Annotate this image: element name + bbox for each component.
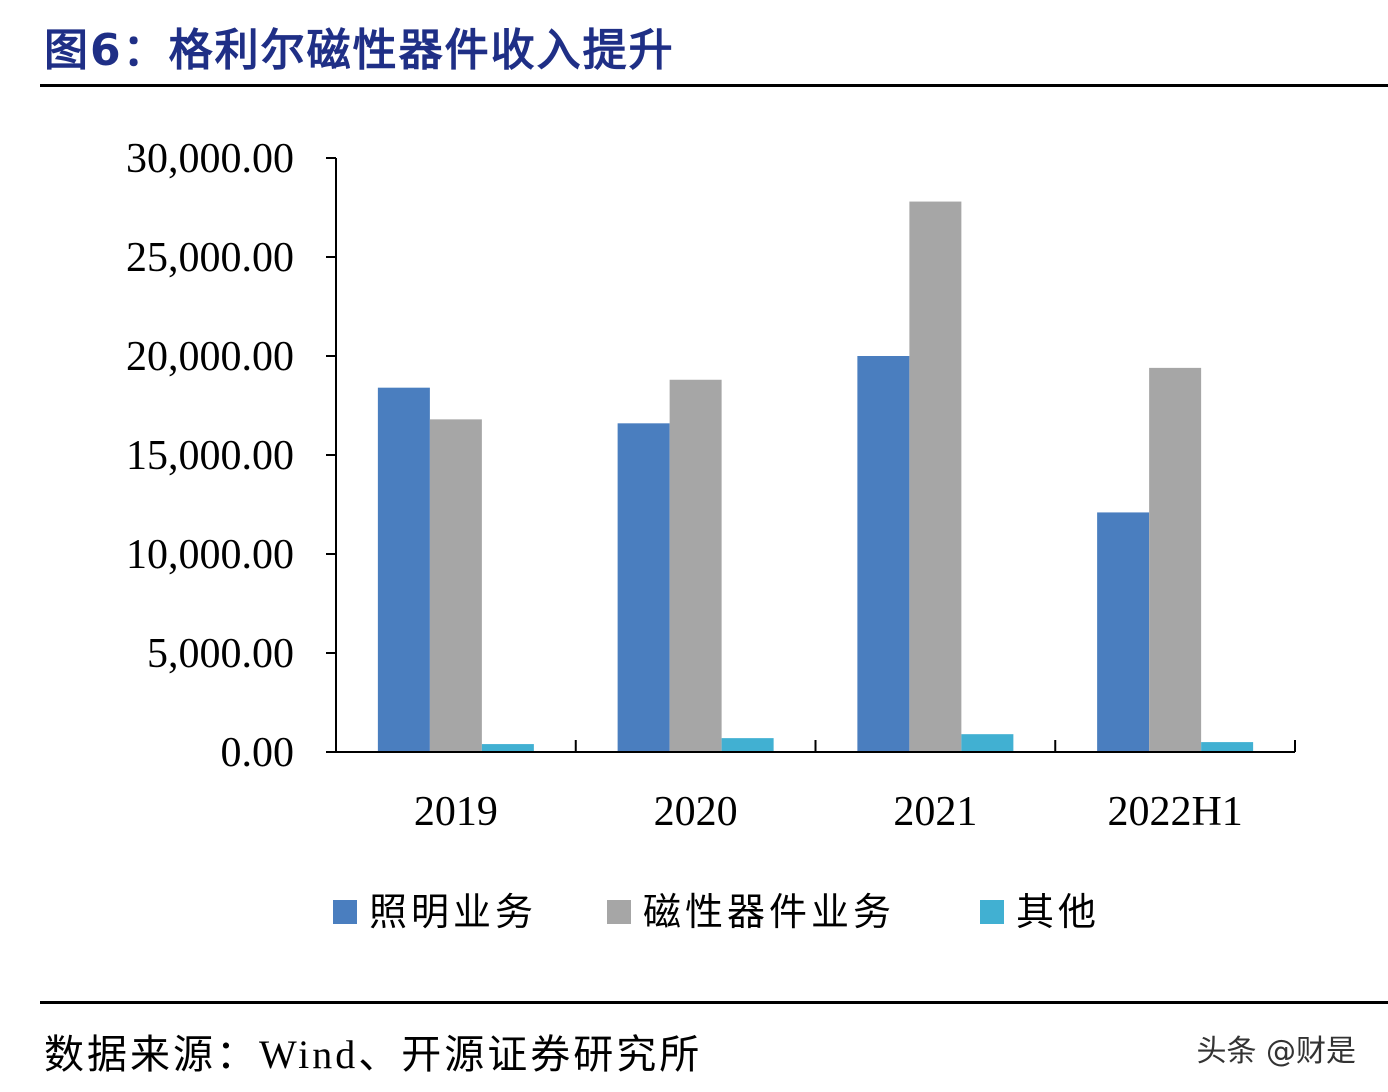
x-axis: 2019 2020 2021 2022H1 xyxy=(336,740,1296,835)
legend-label: 照明业务 xyxy=(369,892,537,934)
bar xyxy=(961,734,1014,752)
figure-title: 图6：格利尔磁性器件收入提升 xyxy=(44,25,675,76)
bar xyxy=(909,201,962,752)
legend-swatch xyxy=(980,900,1004,924)
y-tick-label: 10,000.00 xyxy=(126,532,294,578)
y-axis: 0.00 5,000.00 10,000.00 15,000.00 20,000.00 2… xyxy=(126,136,337,776)
bar xyxy=(377,387,430,752)
bar-chart: 0.00 5,000.00 10,000.00 15,000.00 20,000.00 2… xyxy=(126,136,1296,934)
bar xyxy=(669,379,722,752)
bars xyxy=(377,201,1254,752)
bar xyxy=(1201,742,1254,752)
title-divider xyxy=(40,84,1388,87)
watermark: 头条 @财是 xyxy=(1196,1034,1356,1069)
y-tick-label: 15,000.00 xyxy=(126,433,294,479)
y-tick-label: 30,000.00 xyxy=(126,136,294,182)
y-tick-label: 20,000.00 xyxy=(126,334,294,380)
legend-swatch xyxy=(333,900,357,924)
footer-divider xyxy=(40,1001,1388,1004)
x-tick-label: 2021 xyxy=(893,789,977,835)
legend: 照明业务 磁性器件业务 其他 xyxy=(333,892,1100,934)
y-tick-label: 0.00 xyxy=(221,730,295,776)
legend-swatch xyxy=(607,900,631,924)
bar xyxy=(429,419,482,752)
bar xyxy=(1097,512,1150,752)
legend-label: 磁性器件业务 xyxy=(643,892,895,934)
source-note: 数据来源：Wind、开源证券研究所 xyxy=(44,1032,703,1077)
bar xyxy=(857,356,910,752)
y-tick-label: 25,000.00 xyxy=(126,235,294,281)
x-tick-label: 2019 xyxy=(414,789,498,835)
y-tick-label: 5,000.00 xyxy=(147,631,294,677)
legend-label: 其他 xyxy=(1016,892,1100,934)
x-tick-label: 2020 xyxy=(654,789,738,835)
bar xyxy=(617,423,670,752)
bar xyxy=(481,744,534,752)
x-tick-label: 2022H1 xyxy=(1107,789,1242,835)
bar xyxy=(1149,367,1202,752)
bar xyxy=(721,738,774,752)
